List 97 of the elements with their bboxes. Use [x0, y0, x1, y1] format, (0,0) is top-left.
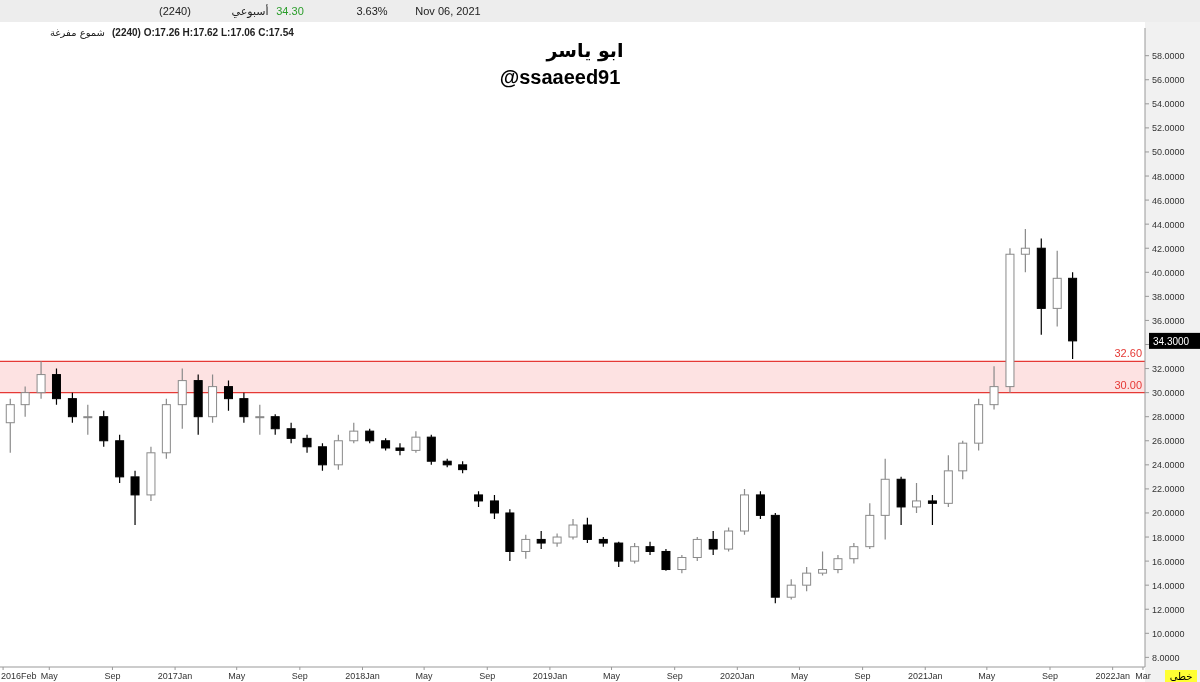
y-tick-label: 46.0000 — [1152, 195, 1185, 206]
y-tick-label: 44.0000 — [1152, 219, 1185, 230]
candlestick — [943, 454, 953, 508]
x-tick-label: Sep — [104, 671, 121, 681]
y-tick-label: 52.0000 — [1152, 123, 1185, 134]
candlestick — [1068, 271, 1078, 360]
y-tick-label: 50.0000 — [1152, 147, 1185, 158]
y-tick-label: 8.0000 — [1152, 652, 1180, 663]
text: خطي — [1169, 671, 1193, 682]
x-tick-label: May — [228, 671, 246, 681]
candlestick — [849, 542, 859, 565]
y-tick-label: 10.0000 — [1152, 628, 1185, 639]
candlestick — [1036, 237, 1046, 336]
y-tick-label: 58.0000 — [1152, 51, 1185, 62]
y-tick-label: 38.0000 — [1152, 291, 1185, 302]
y-tick-label: 42.0000 — [1152, 243, 1185, 254]
y-tick-label: 22.0000 — [1152, 484, 1185, 495]
x-tick-label: Sep — [291, 671, 308, 681]
text: @ssaaeed91 — [499, 66, 621, 88]
y-tick-label: 30.0000 — [1152, 388, 1185, 399]
candlestick — [130, 470, 140, 526]
candlestick — [630, 542, 640, 565]
candlestick — [193, 373, 203, 436]
candlestick — [411, 430, 421, 454]
x-tick-label: May — [603, 671, 621, 681]
y-tick-label: 56.0000 — [1152, 75, 1185, 86]
y-tick-label: 24.0000 — [1152, 460, 1185, 471]
y-tick-label: 18.0000 — [1152, 532, 1185, 543]
annotation: (2240) O:17.26 H:17.62 L:17.06 C:17.54 — [112, 27, 295, 38]
x-tick-label: 2017Jan — [157, 671, 193, 681]
ref-line-label: 32.60 — [1114, 347, 1142, 360]
y-tick-label: 28.0000 — [1152, 412, 1185, 423]
candlestick — [505, 508, 515, 562]
candlestick — [302, 434, 312, 454]
y-tick-label: 26.0000 — [1152, 436, 1185, 447]
x-tick-label: Mar — [1135, 671, 1151, 681]
candlestick — [645, 541, 655, 556]
x-tick-label: Sep — [854, 671, 871, 681]
candlestick — [36, 360, 46, 400]
x-tick-label: Sep — [1042, 671, 1059, 681]
text: 34.3000 — [1153, 335, 1190, 347]
candlestick — [223, 379, 233, 412]
x-tick-label: Sep — [479, 671, 496, 681]
candlestick — [989, 365, 999, 411]
candlestick — [912, 482, 922, 514]
candlestick — [255, 404, 265, 436]
candlestick — [208, 373, 218, 424]
x-tick-label: 2016Feb — [1, 671, 37, 681]
candlestick — [20, 386, 30, 418]
candlestick — [661, 548, 671, 571]
text: 3.63% — [356, 5, 388, 17]
x-tick-label: 2021Jan — [907, 671, 943, 681]
candlestick — [1020, 228, 1030, 273]
y-tick-label: 32.0000 — [1152, 364, 1185, 375]
annotation: شموع مفرغة — [50, 27, 105, 39]
candlestick — [786, 578, 796, 601]
y-tick-label: 36.0000 — [1152, 315, 1185, 326]
candlestick — [927, 494, 937, 526]
text: Nov 06, 2021 — [415, 5, 481, 17]
candlestick — [395, 442, 405, 456]
x-tick-label: 2022Jan — [1095, 671, 1130, 681]
ref-line-label: 30.00 — [1114, 378, 1142, 391]
candlestick — [1052, 250, 1062, 328]
y-tick-label: 14.0000 — [1152, 580, 1185, 591]
x-tick-label: 2020Jan — [720, 671, 755, 681]
candlestick — [818, 550, 828, 577]
x-tick-label: May — [978, 671, 996, 681]
text: 34.30 — [276, 5, 304, 17]
x-tick-label: Sep — [666, 671, 683, 681]
candlestick — [146, 446, 156, 502]
candlestick — [5, 398, 15, 454]
candlestick — [83, 404, 93, 436]
candlestick — [568, 518, 578, 541]
text: (2240) — [159, 5, 191, 17]
candlestick — [833, 554, 843, 574]
candlestick — [239, 392, 249, 424]
x-tick-label: May — [790, 671, 809, 681]
candlestick — [552, 532, 562, 548]
x-tick-label: 2019Jan — [532, 671, 568, 681]
y-tick-label: 12.0000 — [1152, 604, 1185, 615]
x-tick-label: May — [40, 671, 59, 681]
y-tick-label: 54.0000 — [1152, 99, 1185, 110]
candlestick — [880, 458, 890, 541]
x-tick-label: May — [415, 671, 434, 681]
y-tick-label: 40.0000 — [1152, 267, 1185, 278]
candlestick — [1005, 247, 1015, 394]
candlestick — [677, 554, 687, 574]
y-tick-label: 48.0000 — [1152, 171, 1185, 182]
candlestick — [177, 367, 187, 430]
y-tick-label: 16.0000 — [1152, 556, 1185, 567]
x-tick-label: 2018Jan — [345, 671, 380, 681]
text: ابو ياسر — [545, 39, 624, 62]
candlestick — [270, 413, 280, 436]
y-tick-label: 20.0000 — [1152, 508, 1185, 519]
candlestick — [286, 422, 296, 444]
text: أسبوعي — [231, 4, 269, 18]
candlestick — [896, 476, 906, 526]
